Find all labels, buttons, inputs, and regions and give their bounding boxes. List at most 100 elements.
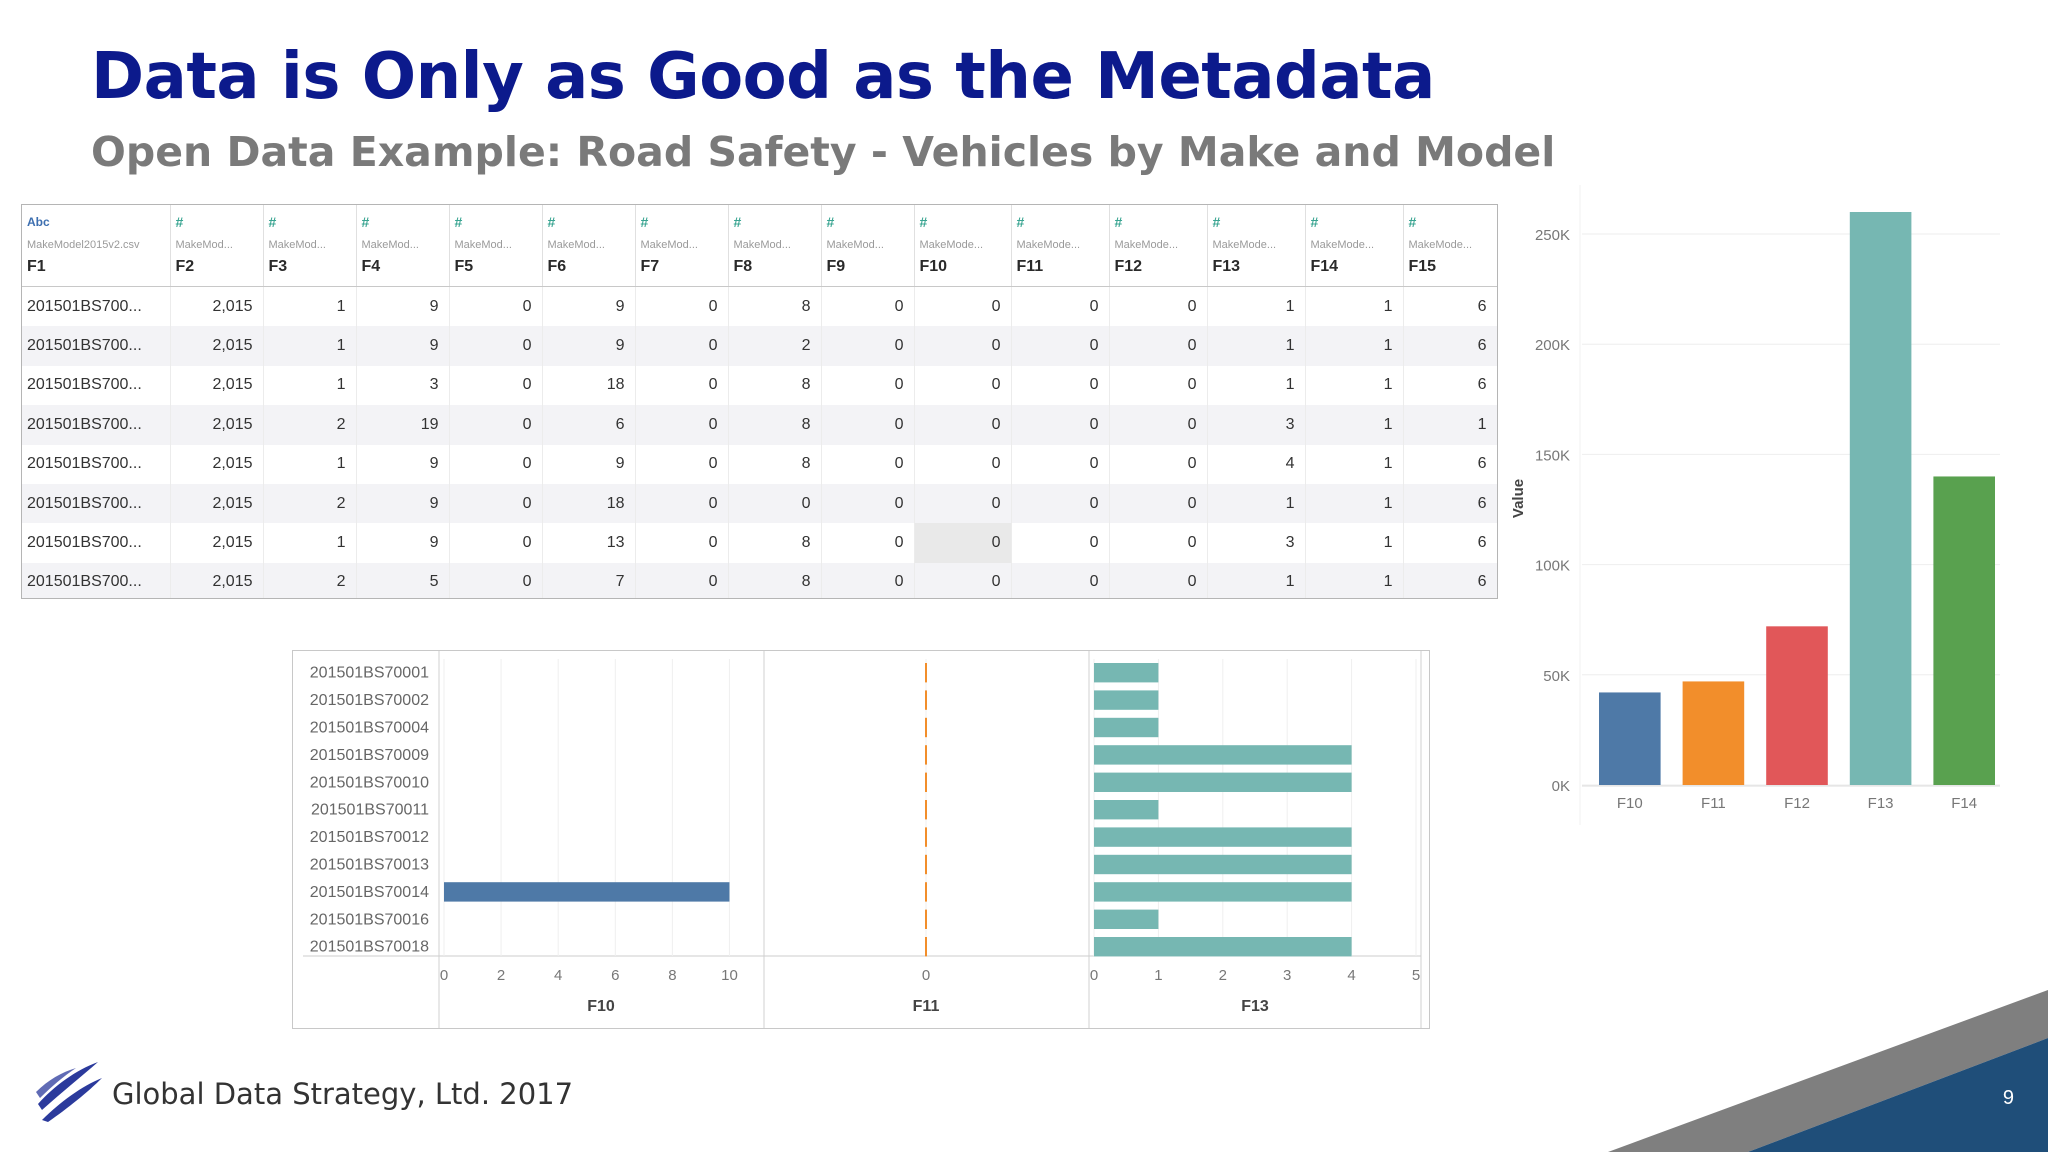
column-header-8[interactable]: # MakeMod... F8 — [728, 205, 822, 287]
table-cell[interactable]: 0 — [914, 326, 1012, 366]
table-cell[interactable]: 2,015 — [170, 286, 264, 327]
table-cell[interactable]: 0 — [914, 405, 1012, 445]
table-cell[interactable]: 0 — [821, 483, 915, 524]
table-cell[interactable]: 8 — [728, 562, 822, 598]
table-cell[interactable]: 1 — [1403, 405, 1497, 445]
table-cell[interactable]: 2 — [263, 562, 357, 598]
table-cell[interactable]: 18 — [542, 365, 636, 406]
table-cell[interactable]: 2,015 — [170, 483, 264, 524]
table-cell[interactable]: 201501BS700... — [22, 562, 171, 598]
table-cell[interactable]: 2,015 — [170, 444, 264, 484]
table-cell[interactable]: 3 — [356, 365, 450, 406]
table-cell[interactable]: 201501BS700... — [22, 523, 171, 563]
table-cell[interactable]: 0 — [635, 286, 729, 327]
table-cell[interactable]: 9 — [356, 444, 450, 484]
table-cell[interactable]: 0 — [821, 523, 915, 563]
table-cell[interactable]: 0 — [821, 562, 915, 598]
column-header-15[interactable]: # MakeMode... F15 — [1403, 205, 1497, 287]
table-cell[interactable]: 0 — [635, 523, 729, 563]
table-cell[interactable]: 9 — [356, 523, 450, 563]
table-cell[interactable]: 0 — [635, 483, 729, 524]
table-cell[interactable]: 1 — [1305, 444, 1404, 484]
table-cell[interactable]: 2,015 — [170, 405, 264, 445]
table-cell[interactable]: 0 — [821, 365, 915, 406]
column-header-13[interactable]: # MakeMode... F13 — [1207, 205, 1306, 287]
table-cell[interactable]: 201501BS700... — [22, 365, 171, 406]
table-cell[interactable]: 9 — [356, 326, 450, 366]
table-cell[interactable]: 0 — [1011, 562, 1110, 598]
column-header-11[interactable]: # MakeMode... F11 — [1011, 205, 1110, 287]
table-cell[interactable]: 0 — [1011, 326, 1110, 366]
table-cell[interactable]: 0 — [728, 483, 822, 524]
table-cell[interactable]: 6 — [1403, 365, 1497, 406]
table-cell[interactable]: 1 — [263, 286, 357, 327]
table-cell[interactable]: 0 — [635, 405, 729, 445]
table-cell[interactable]: 9 — [542, 286, 636, 327]
table-cell[interactable]: 2 — [728, 326, 822, 366]
table-cell[interactable]: 1 — [1305, 562, 1404, 598]
table-cell[interactable]: 0 — [914, 483, 1012, 524]
table-cell[interactable]: 1 — [1207, 286, 1306, 327]
table-cell[interactable]: 0 — [1011, 365, 1110, 406]
table-cell[interactable]: 0 — [1011, 405, 1110, 445]
table-cell[interactable]: 0 — [1109, 483, 1208, 524]
table-cell[interactable]: 9 — [356, 483, 450, 524]
table-cell[interactable]: 3 — [1207, 405, 1306, 445]
table-cell[interactable]: 0 — [1109, 326, 1208, 366]
table-cell[interactable]: 0 — [821, 405, 915, 445]
table-cell[interactable]: 1 — [263, 523, 357, 563]
table-cell[interactable]: 8 — [728, 365, 822, 406]
table-cell[interactable]: 0 — [1109, 444, 1208, 484]
table-cell[interactable]: 6 — [1403, 286, 1497, 327]
table-cell[interactable]: 0 — [449, 483, 543, 524]
table-cell[interactable]: 0 — [449, 405, 543, 445]
table-cell[interactable]: 6 — [1403, 483, 1497, 524]
table-cell[interactable]: 0 — [821, 286, 915, 327]
table-cell[interactable]: 201501BS700... — [22, 326, 171, 366]
table-cell[interactable]: 6 — [542, 405, 636, 445]
table-cell[interactable]: 6 — [1403, 326, 1497, 366]
table-cell[interactable]: 2,015 — [170, 365, 264, 406]
table-cell[interactable]: 0 — [1011, 523, 1110, 563]
table-cell[interactable]: 0 — [449, 444, 543, 484]
table-cell[interactable]: 201501BS700... — [22, 405, 171, 445]
table-cell[interactable]: 0 — [449, 326, 543, 366]
table-cell[interactable]: 1 — [1305, 326, 1404, 366]
table-cell[interactable]: 8 — [728, 523, 822, 563]
table-cell[interactable]: 8 — [728, 286, 822, 327]
table-cell[interactable]: 0 — [635, 326, 729, 366]
table-cell[interactable]: 0 — [914, 444, 1012, 484]
column-header-1[interactable]: Abc MakeModel2015v2.csv F1 — [22, 205, 171, 287]
table-cell[interactable]: 1 — [1207, 483, 1306, 524]
table-cell[interactable]: 0 — [1109, 523, 1208, 563]
table-cell[interactable]: 9 — [356, 286, 450, 327]
table-cell[interactable]: 2,015 — [170, 326, 264, 366]
table-cell[interactable]: 0 — [635, 562, 729, 598]
table-cell[interactable]: 1 — [263, 326, 357, 366]
table-cell[interactable]: 2,015 — [170, 562, 264, 598]
table-cell[interactable]: 4 — [1207, 444, 1306, 484]
table-cell[interactable]: 201501BS700... — [22, 286, 171, 327]
table-cell[interactable]: 0 — [449, 562, 543, 598]
table-cell[interactable]: 6 — [1403, 562, 1497, 598]
table-cell[interactable]: 1 — [1305, 405, 1404, 445]
column-header-12[interactable]: # MakeMode... F12 — [1109, 205, 1208, 287]
column-header-3[interactable]: # MakeMod... F3 — [263, 205, 357, 287]
table-cell[interactable]: 6 — [1403, 444, 1497, 484]
table-cell[interactable]: 1 — [1305, 286, 1404, 327]
table-cell[interactable]: 0 — [635, 444, 729, 484]
table-cell[interactable]: 1 — [1305, 365, 1404, 406]
table-cell[interactable]: 201501BS700... — [22, 444, 171, 484]
table-cell[interactable]: 0 — [1011, 483, 1110, 524]
table-cell[interactable]: 9 — [542, 444, 636, 484]
table-cell[interactable]: 0 — [821, 326, 915, 366]
table-cell[interactable]: 1 — [1305, 483, 1404, 524]
table-cell[interactable]: 2 — [263, 405, 357, 445]
table-cell[interactable]: 2 — [263, 483, 357, 524]
table-cell[interactable]: 1 — [1305, 523, 1404, 563]
table-cell[interactable]: 1 — [263, 365, 357, 406]
column-header-6[interactable]: # MakeMod... F6 — [542, 205, 636, 287]
table-cell[interactable]: 1 — [263, 444, 357, 484]
table-cell[interactable]: 0 — [914, 365, 1012, 406]
table-cell[interactable]: 9 — [542, 326, 636, 366]
